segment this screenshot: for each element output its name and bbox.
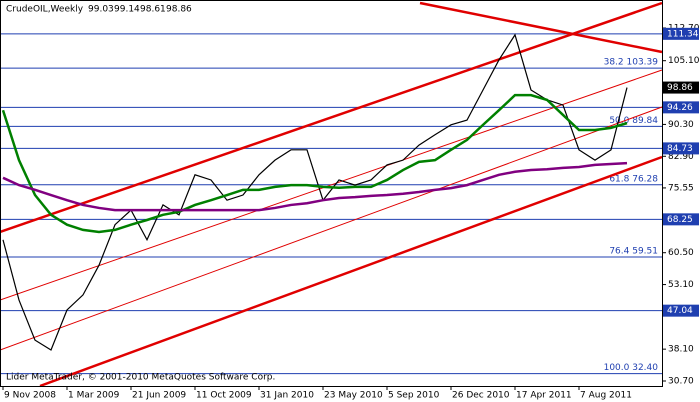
x-tick-label: 31 Jan 2010 xyxy=(260,391,314,401)
y-tick-label: 53.10 xyxy=(668,280,694,290)
level-box xyxy=(663,101,699,114)
channel-inner xyxy=(0,106,663,351)
series-line xyxy=(2,161,628,212)
series-line xyxy=(2,33,628,351)
chart-title: CrudeOIL,Weekly xyxy=(6,5,84,15)
y-tick-label: 82.90 xyxy=(668,152,694,162)
channel-lines xyxy=(0,1,663,388)
fib-label: 61.8 76.28 xyxy=(609,174,658,184)
level-box xyxy=(663,27,699,40)
x-tick-label: 9 Nov 2008 xyxy=(4,391,56,401)
y-tick-label: 75.55 xyxy=(668,183,694,193)
level-label: 68.25 xyxy=(667,215,693,225)
fib-label: 50.0 89.84 xyxy=(609,116,658,126)
ohlc-open: 99.03 xyxy=(88,5,114,15)
y-tick-label: 30.70 xyxy=(668,377,694,387)
channel-upper xyxy=(0,1,663,234)
footer: Lider MetaTrader, © 2001-2010 MetaQuotes… xyxy=(6,373,275,383)
y-tick-label: 38.10 xyxy=(668,345,694,355)
y-tick-label: 90.30 xyxy=(668,120,694,130)
ohlc-high: 99.14 xyxy=(114,5,140,15)
y-tick-label: 105.10 xyxy=(668,56,700,66)
x-tick-label: 5 Sep 2010 xyxy=(388,391,440,401)
ohlc-close: 98.86 xyxy=(166,5,192,15)
x-tick-label: 17 Apr 2011 xyxy=(516,391,572,401)
resistance-line xyxy=(419,1,663,54)
fib-label: 38.2 103.39 xyxy=(604,58,659,68)
x-tick-label: 23 May 2010 xyxy=(324,391,383,401)
level-box xyxy=(663,213,699,226)
ohlc-low: 98.61 xyxy=(140,5,166,15)
price-label: 98.86 xyxy=(667,83,693,93)
level-label: 94.26 xyxy=(667,103,693,113)
fib-label: 76.4 59.51 xyxy=(609,246,658,256)
level-label: 84.73 xyxy=(667,144,693,154)
x-tick-label: 11 Oct 2009 xyxy=(196,391,252,401)
price-box xyxy=(663,81,699,94)
x-tick-label: 7 Aug 2011 xyxy=(580,391,632,401)
fib-label: 100.0 32.40 xyxy=(604,363,659,373)
x-tick-label: 21 Jun 2009 xyxy=(132,391,186,401)
x-tick-label: 1 Mar 2009 xyxy=(68,391,120,401)
channel-lower xyxy=(39,155,663,388)
level-box xyxy=(663,304,699,317)
y-tick-label: 60.50 xyxy=(668,248,694,258)
level-label: 47.04 xyxy=(667,306,693,316)
series-line xyxy=(1,93,628,234)
level-box xyxy=(663,142,699,155)
channel-inner xyxy=(0,69,663,301)
x-tick-label: 26 Dec 2010 xyxy=(452,391,510,401)
plot-frame xyxy=(0,0,663,387)
level-label: 111.34 xyxy=(667,29,699,39)
